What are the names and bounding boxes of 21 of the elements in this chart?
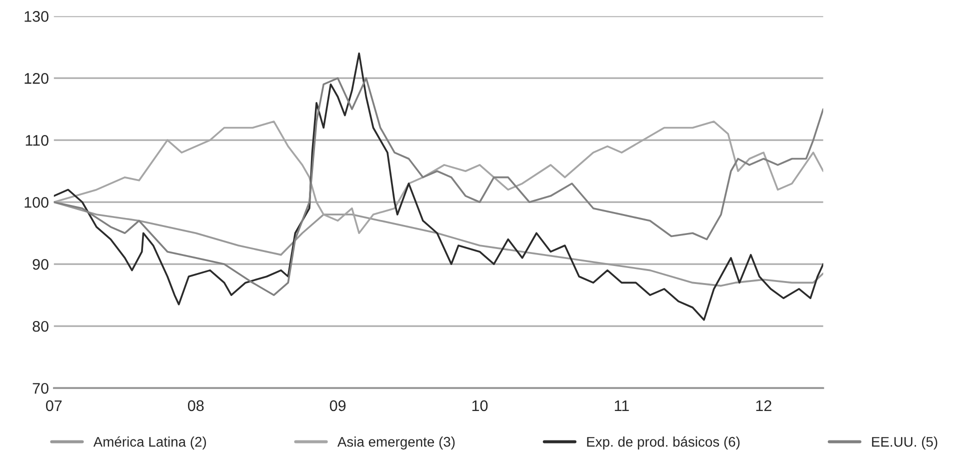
x-tick-label: 11 (614, 400, 629, 411)
line-series (54, 77, 824, 296)
y-tick-label: 80 (32, 320, 48, 332)
y-tick-label: 100 (24, 196, 48, 208)
legend-label: Exp. de prod. básicos (6) (587, 436, 740, 450)
y-tick-label: 90 (32, 258, 48, 270)
legend-label: América Latina (2) (93, 436, 206, 450)
x-tick-label: 10 (472, 400, 488, 412)
y-tick-label: 120 (24, 73, 48, 84)
line-series (54, 120, 824, 234)
x-tick-label: 09 (330, 400, 346, 412)
y-tick-label: 110 (26, 135, 48, 146)
line-series (54, 201, 824, 287)
line-series (54, 52, 824, 321)
legend-label: Asia emergente (3) (337, 436, 455, 450)
x-tick-label: 12 (756, 400, 772, 411)
y-tick-label: 130 (24, 11, 48, 22)
x-tick-label: 07 (46, 400, 62, 412)
legend-label: EE.UU. (5) (872, 436, 938, 450)
x-tick-label: 08 (188, 400, 204, 412)
y-tick-label: 70 (32, 382, 48, 394)
